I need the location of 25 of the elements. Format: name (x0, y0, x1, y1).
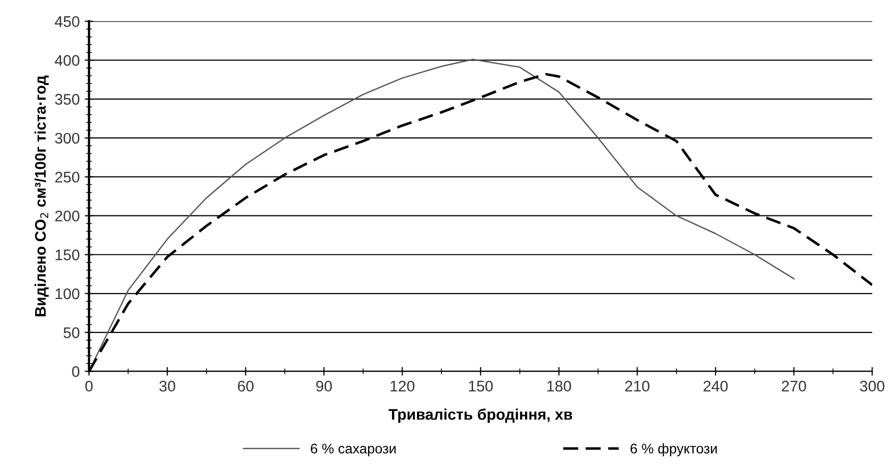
x-axis-title: Тривалість бродіння, хв (388, 408, 572, 423)
x-tick-label: 240 (704, 380, 728, 392)
x-tick-label: 180 (547, 380, 572, 392)
x-tick-label: 30 (159, 380, 176, 392)
y-tick-label: 0 (72, 366, 80, 377)
x-tick-label: 60 (238, 380, 254, 392)
x-tick-label: 0 (85, 380, 93, 392)
x-tick-label: 300 (860, 380, 884, 392)
y-tick-label: 250 (55, 172, 80, 183)
y-axis-title: Виділено CO$_{2}$ см³/100г тіста·год (34, 76, 49, 316)
legend-label: 6 % сахарози (310, 444, 396, 456)
legend-label: 6 % фруктози (630, 443, 717, 456)
x-tick-label: 120 (390, 380, 414, 392)
y-tick-label: 200 (55, 210, 80, 222)
x-tick-label: 90 (316, 380, 332, 392)
y-tick-label: 150 (56, 250, 80, 260)
x-tick-label: 210 (625, 380, 650, 392)
y-tick-label: 100 (56, 288, 80, 300)
y-tick-label: 400 (54, 55, 80, 66)
x-tick-label: 150 (469, 380, 493, 392)
y-tick-label: 50 (64, 327, 80, 338)
y-tick-label: 350 (55, 94, 80, 105)
y-tick-label: 450 (54, 16, 80, 27)
x-tick-label: 270 (782, 380, 806, 392)
y-tick-label: 300 (55, 132, 80, 144)
